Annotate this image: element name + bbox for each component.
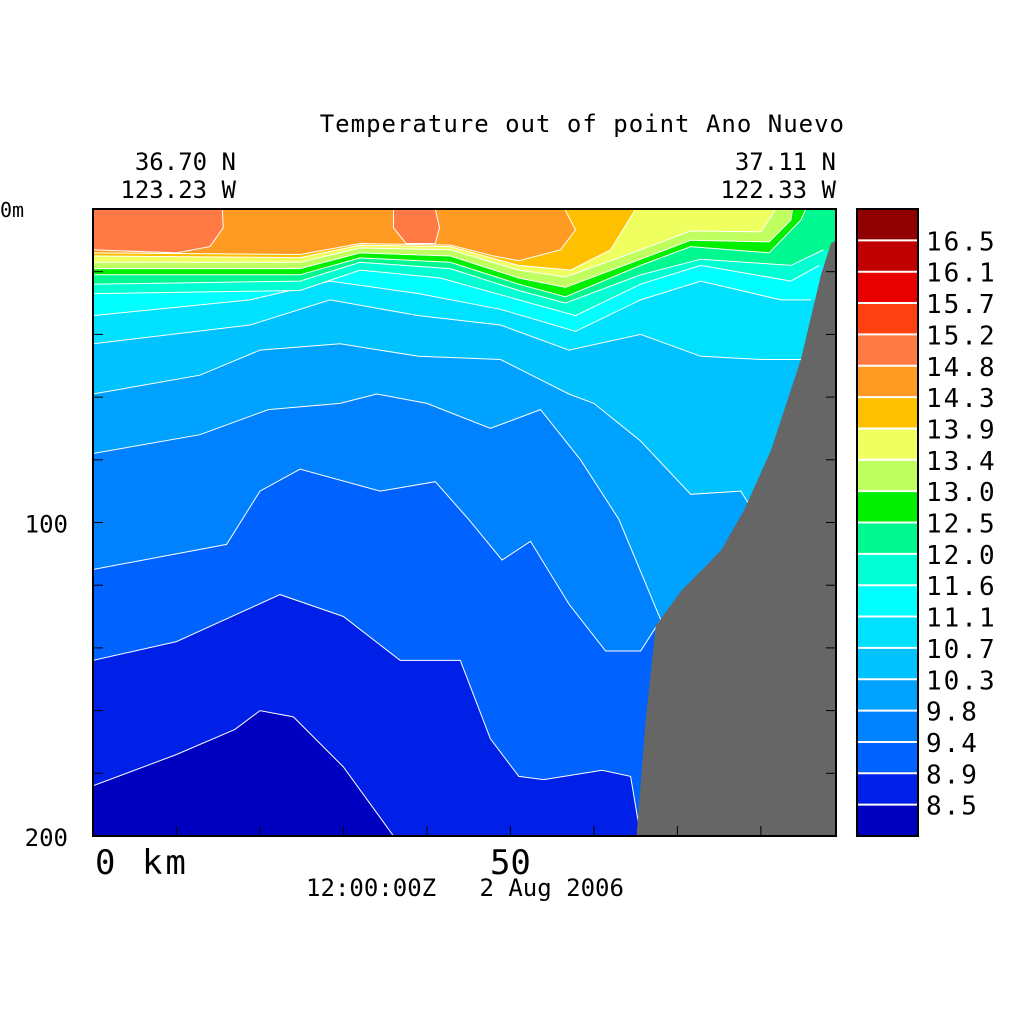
colorbar-swatch — [857, 303, 918, 335]
colorbar-label: 16.1 — [926, 259, 997, 289]
isotherm-line-8.5 — [93, 710, 394, 836]
colorbar-label: 12.5 — [926, 510, 997, 540]
colorbar-swatch — [857, 271, 918, 304]
isotherm-line-14.8 — [393, 209, 441, 244]
colorbar-swatch — [857, 459, 918, 492]
colorbar-swatch — [857, 428, 918, 460]
isotherm-line-13 — [93, 209, 794, 288]
isotherm-line-11.6 — [93, 264, 820, 317]
isotherm-line-10.3 — [93, 343, 753, 511]
y-tick-label: 200 — [25, 824, 68, 852]
colorbar-swatch — [857, 773, 918, 805]
colorbar-label: 14.3 — [926, 384, 997, 414]
colorbar-swatch — [857, 804, 918, 836]
colorbar-swatch — [857, 585, 918, 617]
colorbar-label: 13.4 — [926, 447, 997, 477]
time-label: 12:00:00Z 2 Aug 2006 — [306, 874, 624, 902]
colorbar-swatch — [857, 491, 918, 523]
contour-band-14.8 — [93, 209, 224, 253]
colorbar-label: 15.2 — [926, 321, 997, 351]
colorbar-label: 9.4 — [926, 729, 979, 759]
colorbar-label: 8.5 — [926, 792, 979, 822]
contour-bands — [93, 209, 836, 836]
colorbar-swatch — [857, 240, 918, 272]
colorbar-label: 10.7 — [926, 635, 997, 665]
colorbar-swatch — [857, 553, 918, 586]
end-lat-label: 37.11 N — [735, 148, 836, 176]
colorbar-label: 11.1 — [926, 604, 997, 634]
colorbar-swatch — [857, 334, 918, 366]
isotherm-line-14.8 — [93, 209, 224, 254]
colorbar-swatch — [857, 522, 918, 554]
isotherm-line-13.9 — [93, 209, 637, 271]
colorbar-swatch — [857, 365, 918, 398]
isotherm-line-9.4 — [93, 468, 662, 652]
colorbar-label: 11.6 — [926, 572, 997, 602]
x-tick-label: 50 — [490, 843, 531, 883]
isotherm-line-9.8 — [93, 393, 662, 620]
colorbar-label: 13.0 — [926, 478, 997, 508]
x-tick-label: 0 km — [95, 843, 189, 883]
isotherm-line-13.4 — [93, 209, 777, 278]
contour-band-14.8 — [393, 209, 440, 244]
isotherm-line-12.5 — [93, 209, 807, 298]
axes: 0m 100 200 0 km 50 — [0, 198, 837, 883]
colorbar-swatch — [857, 710, 918, 742]
start-lat-label: 36.70 N — [135, 148, 236, 176]
end-lon-label: 122.33 W — [720, 176, 836, 204]
colorbar-label: 13.9 — [926, 415, 997, 445]
colorbar-label: 10.3 — [926, 666, 997, 696]
isotherm-line-8.9 — [93, 594, 642, 836]
colorbar-label: 9.8 — [926, 698, 979, 728]
colorbar-swatch — [857, 647, 918, 680]
start-lon-label: 123.23 W — [120, 176, 236, 204]
colorbar-label: 8.9 — [926, 760, 979, 790]
colorbar: 16.516.115.715.214.814.313.913.413.012.5… — [856, 208, 997, 837]
plot-area — [93, 209, 836, 836]
colorbar-label: 15.7 — [926, 290, 997, 320]
colorbar-swatch — [857, 209, 918, 241]
chart-title: Temperature out of point Ano Nuevo — [320, 110, 845, 138]
colorbar-swatch — [857, 616, 918, 648]
land-mask — [636, 240, 836, 836]
isotherm-line-14.3 — [93, 209, 577, 262]
y-tick-label: 100 — [25, 511, 68, 539]
isotherm-line-10.7 — [93, 299, 803, 360]
colorbar-frame — [856, 208, 919, 837]
colorbar-swatch — [857, 741, 918, 774]
y-tick-label: 0m — [0, 198, 24, 222]
colorbar-label: 12.0 — [926, 541, 997, 571]
colorbar-label: 14.8 — [926, 353, 997, 383]
isotherm-line-12 — [93, 249, 824, 304]
colorbar-swatch — [857, 397, 918, 429]
colorbar-swatch — [857, 679, 918, 711]
colorbar-label: 16.5 — [926, 227, 997, 257]
